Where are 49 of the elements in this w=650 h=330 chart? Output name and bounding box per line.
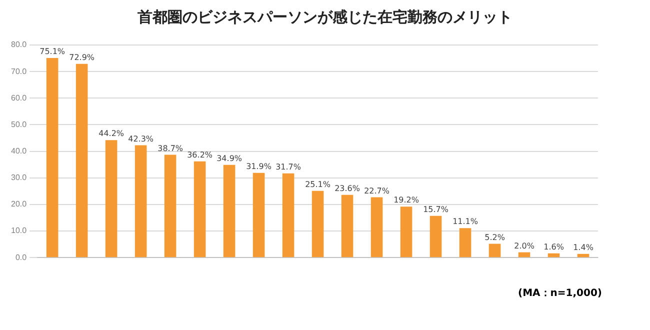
data-label: 31.9% [246,162,272,171]
y-tick-label: 40.0 [10,146,28,156]
bar [134,145,147,258]
data-label: 44.2% [98,129,124,138]
data-label: 2.0% [514,241,535,250]
bar [282,173,294,258]
y-tick-label: 30.0 [10,173,28,182]
y-tick-label: 0.0 [15,252,28,262]
bar [370,197,383,258]
y-tick-label: 80.0 [10,40,28,50]
data-label: 34.9% [216,154,242,163]
data-label: 42.3% [128,134,154,144]
bar [312,190,324,258]
bar [577,254,590,258]
bar [252,172,265,258]
data-label: 72.9% [69,52,95,62]
data-label: 5.2% [484,232,506,242]
bar [341,194,354,258]
text: (MA：n=1,000) [517,287,603,300]
data-label: 1.6% [544,242,564,252]
data-label: 36.2% [187,150,213,160]
bar [164,154,176,258]
y-tick-label: 60.0 [10,93,28,102]
data-label: 11.1% [452,217,478,226]
y-tick-label: 50.0 [10,120,28,129]
bar [488,244,501,258]
data-label: 15.7% [423,204,449,214]
bar [548,253,560,258]
chart-title: 首都圏のビジネスパーソンが感じた在宅勤務のメリット [136,8,514,27]
data-label: 75.1% [40,47,66,56]
data-label: 23.6% [334,184,360,193]
bar [430,216,442,258]
data-label: 25.1% [305,180,331,189]
bar [105,140,118,258]
bar [459,228,472,258]
y-tick-label: 10.0 [10,226,28,236]
bar [223,164,236,258]
data-label: 1.4% [573,242,594,252]
bar [76,64,88,258]
y-tick-label: 20.0 [10,200,28,209]
data-label: 22.7% [364,186,390,196]
bar [46,58,58,258]
bar [400,206,412,258]
data-label: 31.7% [276,162,302,172]
data-label: 19.2% [394,196,420,205]
y-tick-label: 70.0 [10,66,28,76]
bar [518,252,530,258]
bar [194,161,206,258]
data-label: 38.7% [158,144,184,153]
